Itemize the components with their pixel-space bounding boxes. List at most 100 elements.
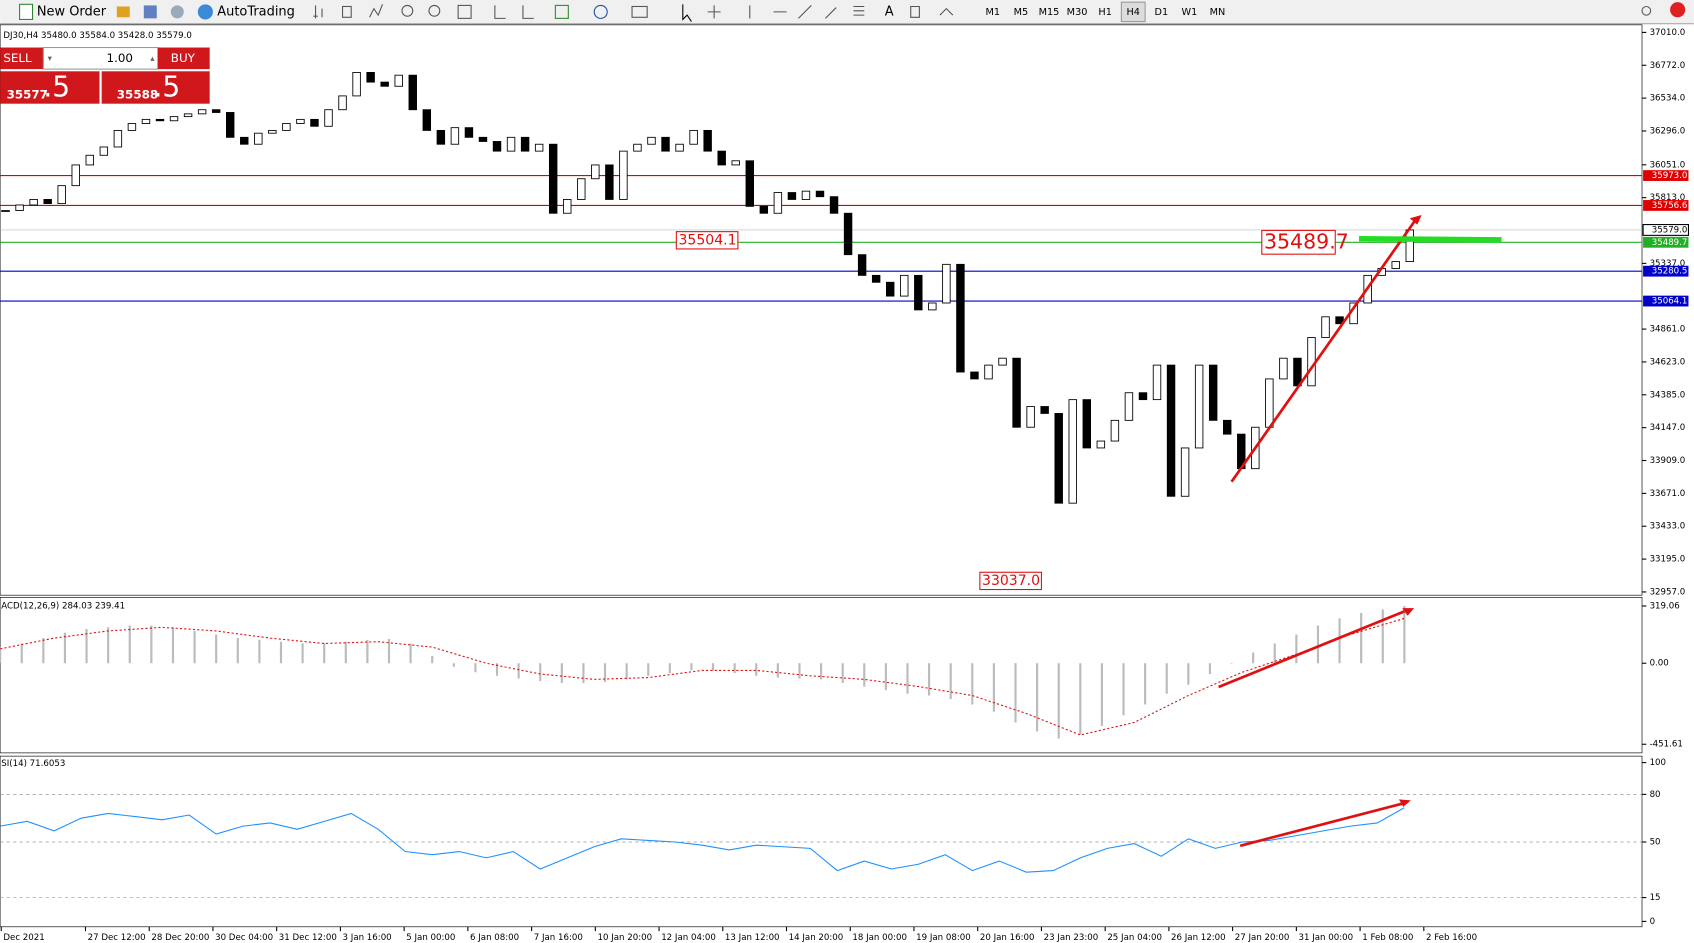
candle: [1040, 406, 1049, 414]
candle: [619, 150, 628, 200]
trend-arrow: [1218, 610, 1405, 689]
macd-bar: [1381, 609, 1384, 664]
timeframe[interactable]: H4: [1126, 7, 1140, 18]
candle: [647, 136, 656, 145]
macd-bar: [647, 663, 650, 676]
candle: [85, 154, 95, 166]
spin-down[interactable]: ▾: [48, 54, 53, 64]
notification-badge[interactable]: [1670, 2, 1686, 18]
macd-bar: [366, 639, 369, 664]
x-tick-label: 13 Jan 12:00: [725, 933, 780, 943]
timeframe[interactable]: M5: [1014, 7, 1029, 18]
macd-bar: [798, 663, 801, 679]
candle: [197, 109, 207, 115]
icon[interactable]: [401, 4, 414, 17]
new-order-button[interactable]: New Order: [19, 3, 107, 20]
buy-label: BUY: [171, 51, 196, 65]
candle: [1166, 364, 1176, 497]
macd-bar: [1100, 663, 1104, 727]
macd-bar: [344, 641, 347, 664]
icon[interactable]: [428, 4, 441, 17]
macd-bar: [668, 663, 671, 674]
icon[interactable]: [143, 5, 157, 19]
candle: [605, 164, 614, 200]
x-tick-label: 31 Jan 00:00: [1299, 933, 1354, 943]
candle: [169, 116, 179, 122]
candle: [759, 205, 769, 214]
timeframe[interactable]: W1: [1182, 7, 1198, 18]
green-line: [1358, 236, 1502, 243]
icon[interactable]: [170, 5, 184, 19]
text-tool[interactable]: A: [885, 4, 894, 19]
candle: [787, 192, 797, 200]
icon[interactable]: [116, 6, 130, 18]
level-tag: [1643, 200, 1689, 211]
timeframe[interactable]: M30: [1067, 7, 1088, 18]
timeframe[interactable]: M1: [986, 7, 1001, 18]
macd-bar: [1122, 663, 1125, 716]
timeframes: M1 M5 M15 M30 H1 H4 D1 W1 MN: [986, 1, 1226, 23]
candle: [141, 118, 151, 124]
price-annotation: 33037.0: [982, 573, 1040, 589]
candle: [1138, 392, 1148, 401]
timeframe[interactable]: M15: [1039, 7, 1060, 18]
sell-button[interactable]: [0, 47, 44, 70]
icon[interactable]: [342, 5, 352, 18]
buy-button[interactable]: [157, 47, 210, 70]
chart-layer: 37010.0 36772.0 36534.0 36296.0 36051.0 35813…: [0, 28, 1690, 943]
candle: [1110, 419, 1120, 442]
candle: [1279, 357, 1288, 380]
candle: [464, 127, 474, 138]
y-tick-label: 34623.0: [1650, 357, 1686, 367]
icon[interactable]: [939, 7, 954, 16]
macd-bar: [971, 663, 974, 705]
y-tick-label: 80: [1650, 790, 1661, 800]
sell-label: SELL: [3, 51, 32, 65]
toolbar: [0, 0, 1694, 24]
lot-input[interactable]: [42, 46, 159, 70]
macd-bar: [603, 663, 607, 683]
x-tick-label: 27 Jan 20:00: [1235, 933, 1290, 943]
rsi-line: [0, 807, 1405, 873]
y-tick-label: 34861.0: [1650, 325, 1686, 335]
icon[interactable]: [554, 4, 569, 19]
candle: [380, 81, 389, 87]
ask-box[interactable]: [101, 71, 210, 104]
icon[interactable]: [494, 5, 534, 19]
candle: [548, 143, 558, 214]
icon[interactable]: [593, 4, 608, 19]
candle: [801, 190, 811, 200]
candle: [1082, 399, 1092, 449]
icon[interactable]: [369, 4, 384, 18]
level-tag-label: 35280.5: [1652, 267, 1688, 277]
macd-signal: [0, 617, 1405, 736]
y-tick-label: 36772.0: [1650, 61, 1686, 71]
candle: [1152, 364, 1162, 401]
icon[interactable]: [457, 4, 472, 19]
autotrading-button[interactable]: AutoTrading: [197, 4, 295, 20]
macd-bar: [495, 663, 499, 676]
candle: [436, 129, 446, 145]
icon[interactable]: [1641, 5, 1652, 16]
macd-bar: [1295, 634, 1298, 664]
bid-box[interactable]: [0, 71, 100, 104]
macd-bar: [1014, 663, 1017, 723]
timeframe[interactable]: MN: [1210, 7, 1226, 18]
candle: [984, 364, 993, 380]
macd-bar: [236, 638, 239, 664]
macd-bar: [1403, 605, 1406, 664]
spin-up[interactable]: ▴: [150, 54, 155, 64]
icon[interactable]: [313, 5, 323, 19]
timeframe[interactable]: D1: [1154, 7, 1168, 18]
timeframe[interactable]: H1: [1098, 7, 1112, 18]
candle: [1194, 364, 1204, 449]
y-tick-label: 36051.0: [1650, 160, 1686, 170]
macd-bar: [819, 663, 823, 680]
icon[interactable]: [682, 4, 692, 22]
icon[interactable]: [631, 5, 648, 18]
arrow-head: [1398, 799, 1411, 807]
macd-bar: [279, 641, 283, 664]
label: AutoTrading: [217, 4, 295, 19]
icon[interactable]: [707, 5, 920, 19]
